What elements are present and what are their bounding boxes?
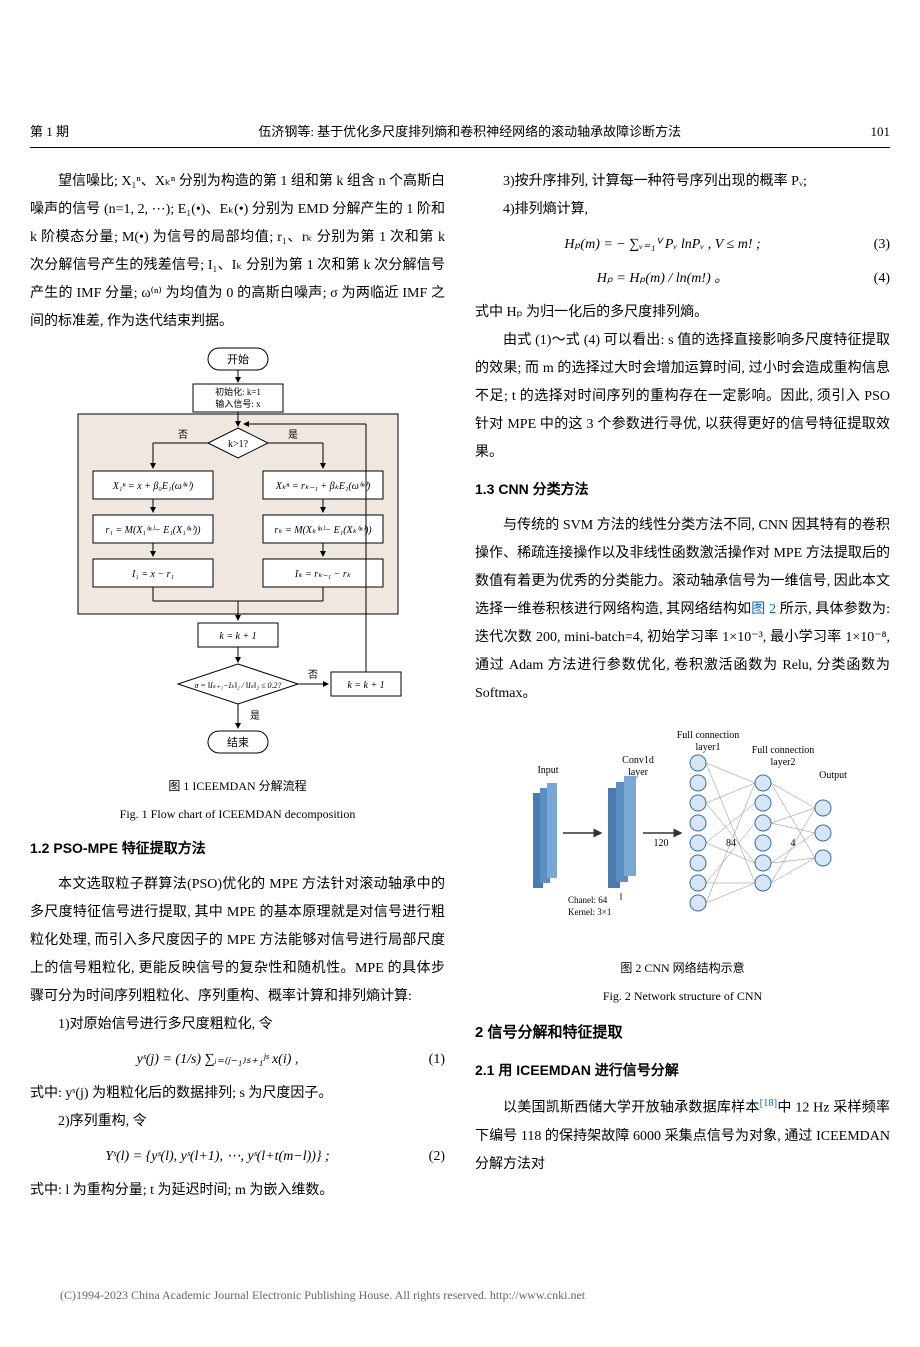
param-discussion: 由式 (1)～式 (4) 可以看出: s 值的选择直接影响多尺度特征提取的效果;… <box>475 327 890 467</box>
start-label: 开始 <box>227 352 249 366</box>
equation-2: Yˢ(l) = {yˢ(l), yˢ(l+1), ⋯, yˢ(l+t(m−l))… <box>30 1144 405 1169</box>
input-bar-1 <box>547 783 557 878</box>
eq2-explanation: 式中: l 为重构分量; t 为延迟时间; m 为嵌入维数。 <box>30 1177 445 1205</box>
pso-mpe-paragraph: 本文选取粒子群算法(PSO)优化的 MPE 方法针对滚动轴承中的多尺度特征信号进… <box>30 871 445 1011</box>
issue-number: 第 1 期 <box>30 120 69 143</box>
step-1: 1)对原始信号进行多尺度粗粒化, 令 <box>30 1011 445 1039</box>
cwru-text-a: 以美国凯斯西储大学开放轴承数据库样本 <box>503 1101 760 1116</box>
no-label: 否 <box>178 429 188 441</box>
equation-1-num: (1) <box>405 1047 445 1072</box>
page-number: 101 <box>870 120 890 143</box>
fc2-label-1: Full connection <box>751 745 814 756</box>
section-1-2-title: 1.2 PSO-MPE 特征提取方法 <box>30 836 445 861</box>
yes-label: 是 <box>288 429 298 441</box>
fig2-caption-en: Fig. 2 Network structure of CNN <box>475 986 890 1008</box>
n4-label: 4 <box>790 838 795 849</box>
fig2-reference-link[interactable]: 图 2 <box>751 602 776 617</box>
fc1-fc2-connections <box>706 763 755 903</box>
cnn-paragraph: 与传统的 SVM 方法的线性分类方法不同, CNN 因其特有的卷积操作、稀疏连接… <box>475 512 890 708</box>
cwru-paragraph: 以美国凯斯西储大学开放轴承数据库样本[18]中 12 Hz 采样频率下编号 11… <box>475 1093 890 1179</box>
inc1-label: k = k + 1 <box>219 631 256 642</box>
fc1-label-2: layer1 <box>695 742 720 753</box>
equation-4-num: (4) <box>850 266 890 291</box>
equation-2-num: (2) <box>405 1144 445 1169</box>
right-column: 3)按升序排列, 计算每一种符号序列出现的概率 Pᵥ; 4)排列熵计算, Hₚ(… <box>475 168 890 1205</box>
condition-k-label: k>1? <box>227 439 248 450</box>
equation-3-row: Hₚ(m) = − ∑ᵥ₌₁ⱽ Pᵥ lnPᵥ , V ≤ m! ; (3) <box>475 232 890 257</box>
equation-4-row: Hₚ = Hₚ(m) / ln(m!) 。 (4) <box>475 266 890 291</box>
xk-label: Xₖⁿ = rₖ₋₁ + βₖE₁(ω⁽ⁿ⁾) <box>274 481 370 492</box>
init-label-2: 输入信号: x <box>215 398 261 409</box>
end-label: 结束 <box>227 736 249 749</box>
copyright-footer: (C)1994-2023 China Academic Journal Elec… <box>30 1285 890 1317</box>
signal-noise-paragraph: 望信噪比; X₁ⁿ、Xₖⁿ 分别为构造的第 1 组和第 k 组含 n 个高斯白噪… <box>30 168 445 336</box>
ref-18-link[interactable]: [18] <box>760 1098 778 1109</box>
equation-3-num: (3) <box>850 232 890 257</box>
no2-label: 否 <box>308 669 318 681</box>
step-3: 3)按升序排列, 计算每一种符号序列出现的概率 Pᵥ; <box>475 168 890 196</box>
two-column-content: 望信噪比; X₁ⁿ、Xₖⁿ 分别为构造的第 1 组和第 k 组含 n 个高斯白噪… <box>30 168 890 1205</box>
x1-label: X₁ⁿ = x + β₀E₁(ω⁽ⁿ⁾) <box>111 481 193 492</box>
page-header: 第 1 期 伍济钢等: 基于优化多尺度排列熵和卷积神经网络的滚动轴承故障诊断方法… <box>30 120 890 148</box>
conv-bar-1 <box>624 776 636 876</box>
equation-1: yˢ(j) = (1/s) ∑ᵢ₌₍ⱼ₋₁₎ₛ₊₁ʲˢ x(i) , <box>30 1047 405 1072</box>
yes2-label: 是 <box>250 710 260 722</box>
init-label-1: 初始化: k=1 <box>215 386 261 397</box>
fig1-caption-cn: 图 1 ICEEMDAN 分解流程 <box>30 776 445 798</box>
kernel-label: Kernel: 3×1 <box>568 907 611 917</box>
step-2: 2)序列重构, 令 <box>30 1108 445 1136</box>
cnn-network-diagram: Input Conv1d layer Chanel: 64 Kernel: 3×… <box>493 718 873 948</box>
inc2-label: k = k + 1 <box>347 680 384 691</box>
equation-3: Hₚ(m) = − ∑ᵥ₌₁ⱽ Pᵥ lnPᵥ , V ≤ m! ; <box>475 232 850 257</box>
fc1-circles <box>690 755 706 911</box>
section-2-1-title: 2.1 用 ICEEMDAN 进行信号分解 <box>475 1058 890 1083</box>
section-1-3-title: 1.3 CNN 分类方法 <box>475 477 890 502</box>
ik-label: Iₖ = rₖ₋₁ − rₖ <box>293 569 351 580</box>
output-circles <box>815 800 831 866</box>
fc2-circles <box>755 775 771 891</box>
n120-label: 120 <box>653 838 668 849</box>
conv-label-1: Conv1d <box>622 755 654 766</box>
fc2-label-2: layer2 <box>770 757 795 768</box>
fc2-out-connections <box>771 783 815 883</box>
fig1-caption-en: Fig. 1 Flow chart of ICEEMDAN decomposit… <box>30 804 445 826</box>
section-2-title: 2 信号分解和特征提取 <box>475 1019 890 1046</box>
left-column: 望信噪比; X₁ⁿ、Xₖⁿ 分别为构造的第 1 组和第 k 组含 n 个高斯白噪… <box>30 168 445 1205</box>
fc1-label-1: Full connection <box>676 730 739 741</box>
sigma-cond-label: σ = ‖Iₖ₊₁−Iₖ‖₂ / ‖Iₖ‖₂ ≤ 0.2? <box>194 681 281 690</box>
rk-label: rₖ = M(Xₖ⁽ⁿ⁾− E₁(Xₖ⁽ⁿ⁾)) <box>274 525 372 536</box>
equation-1-row: yˢ(j) = (1/s) ∑ᵢ₌₍ⱼ₋₁₎ₛ₊₁ʲˢ x(i) , (1) <box>30 1047 445 1072</box>
equation-2-row: Yˢ(l) = {yˢ(l), yˢ(l+1), ⋯, yˢ(l+t(m−l))… <box>30 1144 445 1169</box>
hp-explanation: 式中 Hₚ 为归一化后的多尺度排列熵。 <box>475 299 890 327</box>
fig2-caption-cn: 图 2 CNN 网络结构示意 <box>475 958 890 980</box>
equation-4: Hₚ = Hₚ(m) / ln(m!) 。 <box>475 266 850 291</box>
step-4: 4)排列熵计算, <box>475 196 890 224</box>
output-label: Output <box>819 770 847 781</box>
eq1-explanation: 式中: yˢ(j) 为粗粒化后的数据排列; s 为尺度因子。 <box>30 1080 445 1108</box>
n84-label: 84 <box>726 838 736 849</box>
running-title: 伍济钢等: 基于优化多尺度排列熵和卷积神经网络的滚动轴承故障诊断方法 <box>258 120 681 143</box>
input-label: Input <box>537 765 558 776</box>
chanel-label: Chanel: 64 <box>568 895 608 905</box>
i1-label: I₁ = x − r₁ <box>130 569 173 580</box>
iceemdan-flowchart: 开始 初始化: k=1 输入信号: x k>1? 否 是 X₁ⁿ = x + β… <box>68 346 408 766</box>
r1-label: r₁ = M(X₁⁽ⁿ⁾− E₁(X₁⁽ⁿ⁾)) <box>105 525 201 536</box>
